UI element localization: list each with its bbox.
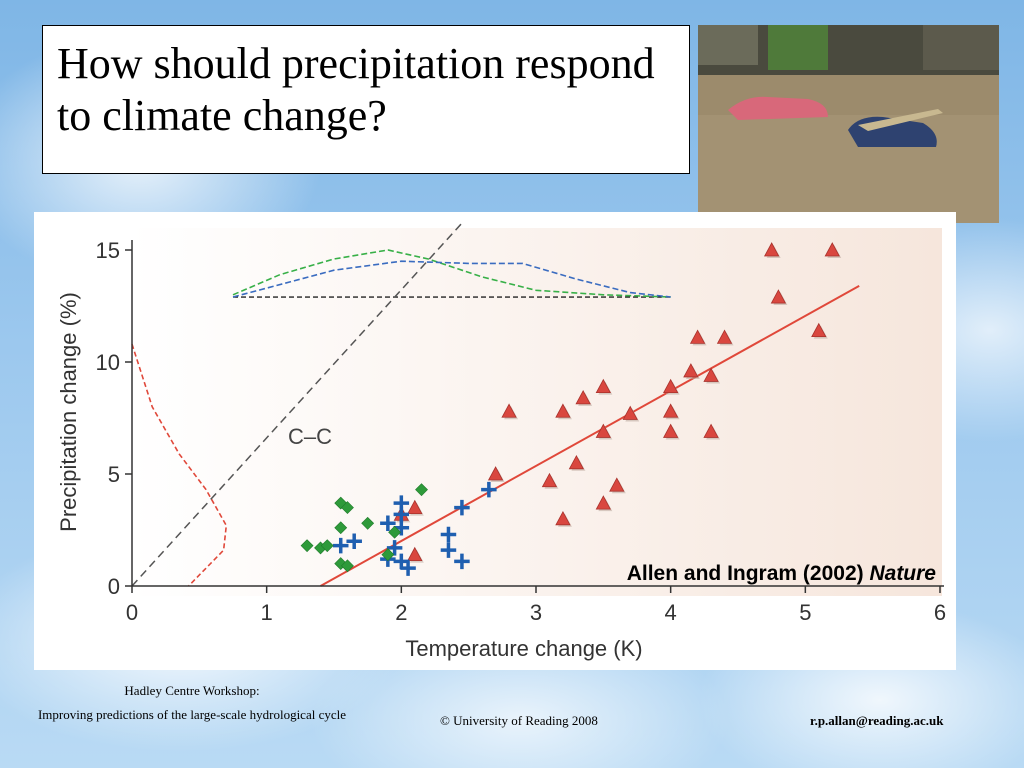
triangle-point: [763, 242, 780, 257]
title-box: How should precipitation respond to clim…: [42, 25, 690, 174]
slide-title: How should precipitation respond to clim…: [57, 39, 655, 140]
diamond-point: [341, 559, 354, 573]
red-distribution-curve: [131, 343, 228, 587]
diamond-point: [300, 539, 314, 553]
triangle-point: [689, 329, 706, 344]
clausius-clapeyron-line: [131, 222, 463, 587]
triangle-point: [407, 546, 423, 562]
x-tick-label: 6: [934, 600, 946, 625]
email-link[interactable]: r.p.allan@reading.ac.uk: [810, 713, 944, 728]
triangle-point: [824, 242, 840, 257]
cross-point: [393, 553, 410, 570]
diamond-point: [388, 525, 402, 539]
triangle-point: [770, 289, 787, 304]
green-distribution-curve: [232, 249, 671, 298]
cross-point: [454, 553, 470, 570]
x-tick-label: 3: [530, 600, 542, 625]
y-axis-label: Precipitation change (%): [56, 292, 81, 532]
workshop-subtitle: Improving predictions of the large-scale…: [37, 707, 347, 722]
x-axis-label: Temperature change (K): [405, 636, 642, 661]
workshop-title: Hadley Centre Workshop:: [124, 683, 260, 698]
triangle-point: [555, 510, 571, 526]
x-tick-label: 0: [126, 600, 138, 625]
diamond-point: [361, 516, 375, 530]
cross-point: [481, 481, 497, 498]
diamond-point: [381, 548, 395, 562]
x-tick-label: 4: [665, 600, 677, 625]
triangle-point: [501, 403, 517, 418]
cross-point: [440, 526, 457, 543]
triangle-point: [407, 499, 423, 515]
cc-annotation: C–C: [288, 424, 332, 449]
citation-authors: Allen and Ingram (2002): [626, 562, 864, 585]
workshop-footer: Hadley Centre Workshop: Improving predic…: [22, 679, 362, 727]
scatter-chart: 0 1 2 3 4 5 6 0 5 10 15 Temperature change (K) Pre…: [56, 222, 946, 661]
triangle-point: [609, 477, 625, 492]
cross-point: [440, 542, 457, 558]
triangle-point: [703, 423, 719, 438]
triangle-point: [662, 423, 679, 438]
diamond-point: [341, 501, 354, 515]
triangle-point: [595, 378, 612, 394]
x-tick-label: 2: [395, 600, 407, 625]
triangle-point: [595, 495, 612, 510]
triangle-point: [487, 466, 504, 481]
y-tick-label: 15: [96, 238, 120, 263]
cross-point: [393, 506, 410, 523]
triangle-point: [811, 322, 827, 338]
regression-line: [320, 284, 860, 587]
blue-distribution-curve: [232, 260, 671, 298]
cross-point: [386, 540, 403, 556]
cross-point: [393, 520, 410, 536]
cross-point: [400, 560, 416, 576]
triangle-point: [662, 378, 679, 394]
cross-point: [454, 499, 470, 516]
cross-point: [380, 515, 396, 532]
triangle-point: [662, 403, 679, 418]
diamond-point: [415, 483, 428, 497]
diamond-point: [334, 521, 348, 535]
y-tick-label: 10: [96, 350, 120, 375]
cross-point: [332, 537, 349, 554]
triangle-point: [595, 423, 612, 438]
triangle-point: [703, 367, 719, 382]
citation: Allen and Ingram (2002) Nature: [627, 562, 936, 586]
citation-journal: Nature: [869, 562, 936, 585]
flood-photo: [698, 25, 999, 223]
chart-panel: 0 1 2 3 4 5 6 0 5 10 15 Temperature change (K) Pre…: [34, 212, 956, 670]
triangle-point: [568, 454, 585, 470]
x-tick-label: 1: [261, 600, 273, 625]
diamond-point: [320, 539, 334, 553]
triangle-point: [716, 329, 733, 344]
copyright-text: © University of Reading 2008: [440, 713, 598, 728]
triangle-point: [575, 389, 591, 405]
y-tick-label: 5: [108, 462, 120, 487]
cross-point: [346, 533, 362, 549]
x-tick-label: 5: [799, 600, 811, 625]
triangle-point: [541, 472, 558, 488]
y-tick-label: 0: [108, 574, 120, 599]
triangle-point: [683, 363, 699, 378]
triangle-point: [622, 405, 638, 420]
triangle-point: [555, 403, 571, 418]
plot-area: [130, 228, 942, 596]
